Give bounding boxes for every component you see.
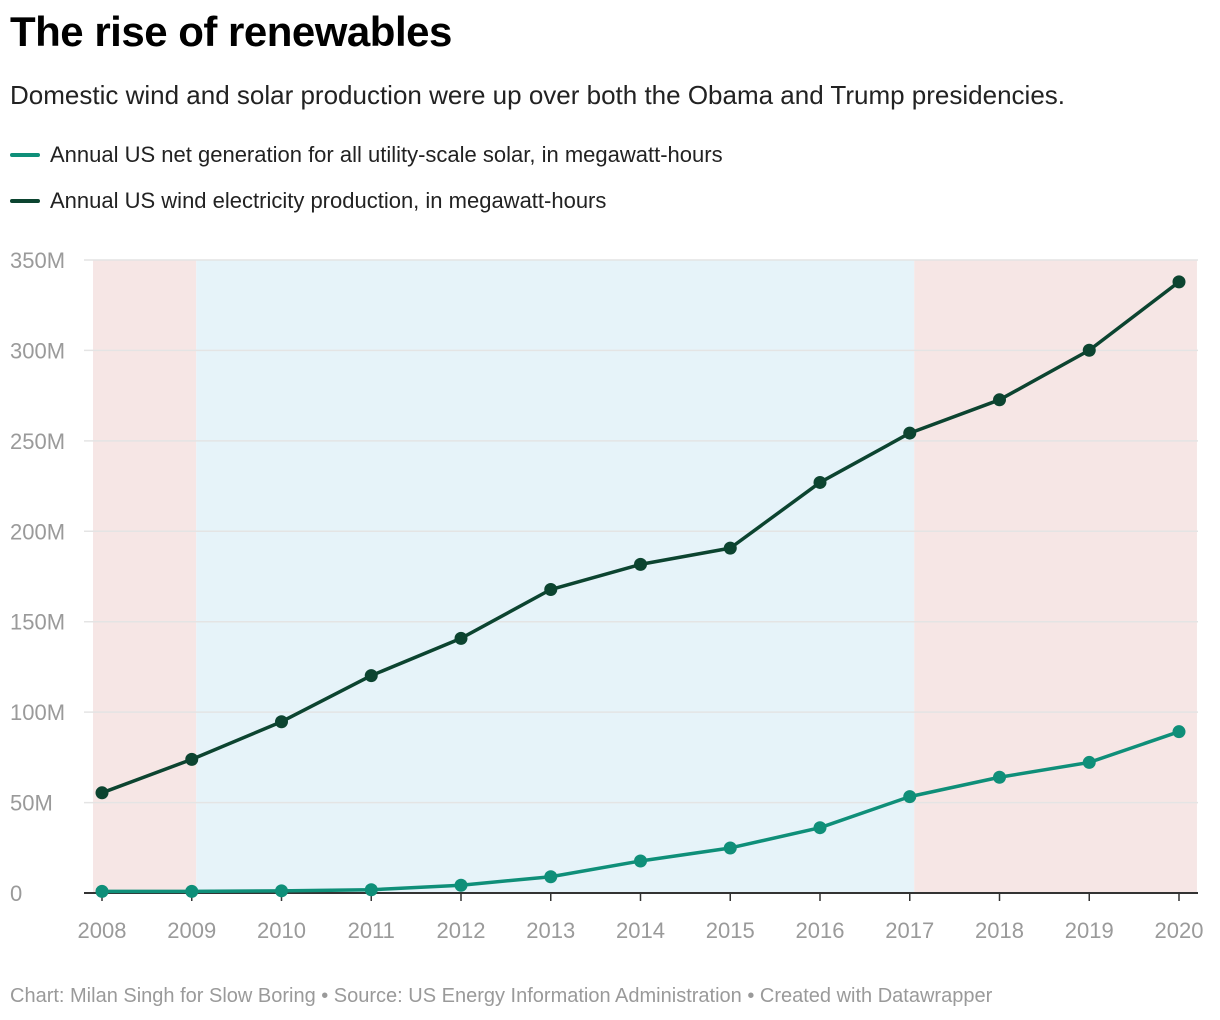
x-tick-label: 2012 — [437, 918, 486, 943]
x-tick-label: 2020 — [1155, 918, 1204, 943]
background-band-2 — [914, 260, 1197, 893]
data-point-solar — [1082, 755, 1096, 769]
data-point-wind — [185, 752, 199, 766]
x-tick-label: 2011 — [348, 918, 395, 943]
data-point-solar — [993, 770, 1006, 784]
data-point-wind — [1082, 343, 1096, 357]
data-point-solar — [454, 878, 468, 892]
data-point-wind — [1172, 275, 1186, 289]
chart-legend: Annual US net generation for all utility… — [10, 140, 723, 232]
x-tick-label: 2008 — [78, 918, 127, 943]
background-band-0 — [93, 260, 197, 893]
data-point-solar — [364, 883, 378, 897]
data-point-solar — [634, 854, 647, 868]
legend-item-wind: Annual US wind electricity production, i… — [10, 186, 723, 216]
data-point-wind — [95, 786, 109, 800]
data-point-solar — [813, 821, 827, 835]
y-tick-label: 350M — [10, 248, 65, 273]
data-point-solar — [1172, 725, 1186, 739]
series-lines — [95, 275, 1186, 898]
y-tick-label: 100M — [10, 700, 65, 725]
x-tick-label: 2016 — [796, 918, 845, 943]
data-point-wind — [634, 557, 647, 571]
y-tick-label: 300M — [10, 338, 65, 363]
data-point-solar — [275, 884, 288, 898]
data-point-wind — [364, 669, 378, 683]
legend-label-solar: Annual US net generation for all utility… — [50, 142, 723, 167]
x-tick-label: 2013 — [526, 918, 575, 943]
data-point-solar — [903, 790, 917, 804]
data-point-wind — [903, 426, 917, 440]
y-tick-label: 200M — [10, 519, 65, 544]
chart-title: The rise of renewables — [10, 8, 452, 55]
chart-subtitle: Domestic wind and solar production were … — [10, 80, 1066, 110]
x-tick-label: 2018 — [975, 918, 1024, 943]
x-tick-label: 2015 — [706, 918, 755, 943]
legend-swatch-solar — [10, 153, 40, 157]
legend-swatch-wind — [10, 199, 40, 203]
data-point-wind — [275, 715, 288, 729]
x-tick-label: 2009 — [167, 918, 216, 943]
background-band-1 — [196, 260, 915, 893]
x-tick-label: 2019 — [1065, 918, 1114, 943]
y-tick-label: 150M — [10, 610, 65, 635]
x-tick-label: 2014 — [616, 918, 665, 943]
x-tick-label: 2010 — [257, 918, 306, 943]
gridlines — [84, 259, 1198, 804]
data-point-solar — [95, 884, 109, 898]
data-point-wind — [993, 393, 1006, 407]
chart-footer: Chart: Milan Singh for Slow Boring • Sou… — [10, 985, 993, 1007]
data-point-solar — [185, 884, 199, 898]
y-axis-ticks: 0 50M 100M 150M 200M 250M 300M 350M — [10, 248, 65, 906]
legend-item-solar: Annual US net generation for all utility… — [10, 140, 723, 170]
data-point-wind — [813, 475, 827, 489]
data-point-wind — [544, 583, 558, 597]
legend-label-wind: Annual US wind electricity production, i… — [50, 188, 607, 213]
x-tick-label: 2017 — [885, 918, 934, 943]
y-tick-label: 50M — [10, 791, 53, 816]
y-tick-label: 250M — [10, 429, 65, 454]
data-point-solar — [544, 870, 558, 884]
data-point-wind — [454, 631, 468, 645]
presidency-bands — [93, 260, 1197, 893]
data-point-solar — [723, 841, 737, 855]
data-point-wind — [723, 541, 737, 555]
y-tick-label: 0 — [10, 881, 22, 906]
x-axis: 2008 2009 2010 2011 2012 2013 2014 2015 2016 2017… — [78, 892, 1204, 943]
